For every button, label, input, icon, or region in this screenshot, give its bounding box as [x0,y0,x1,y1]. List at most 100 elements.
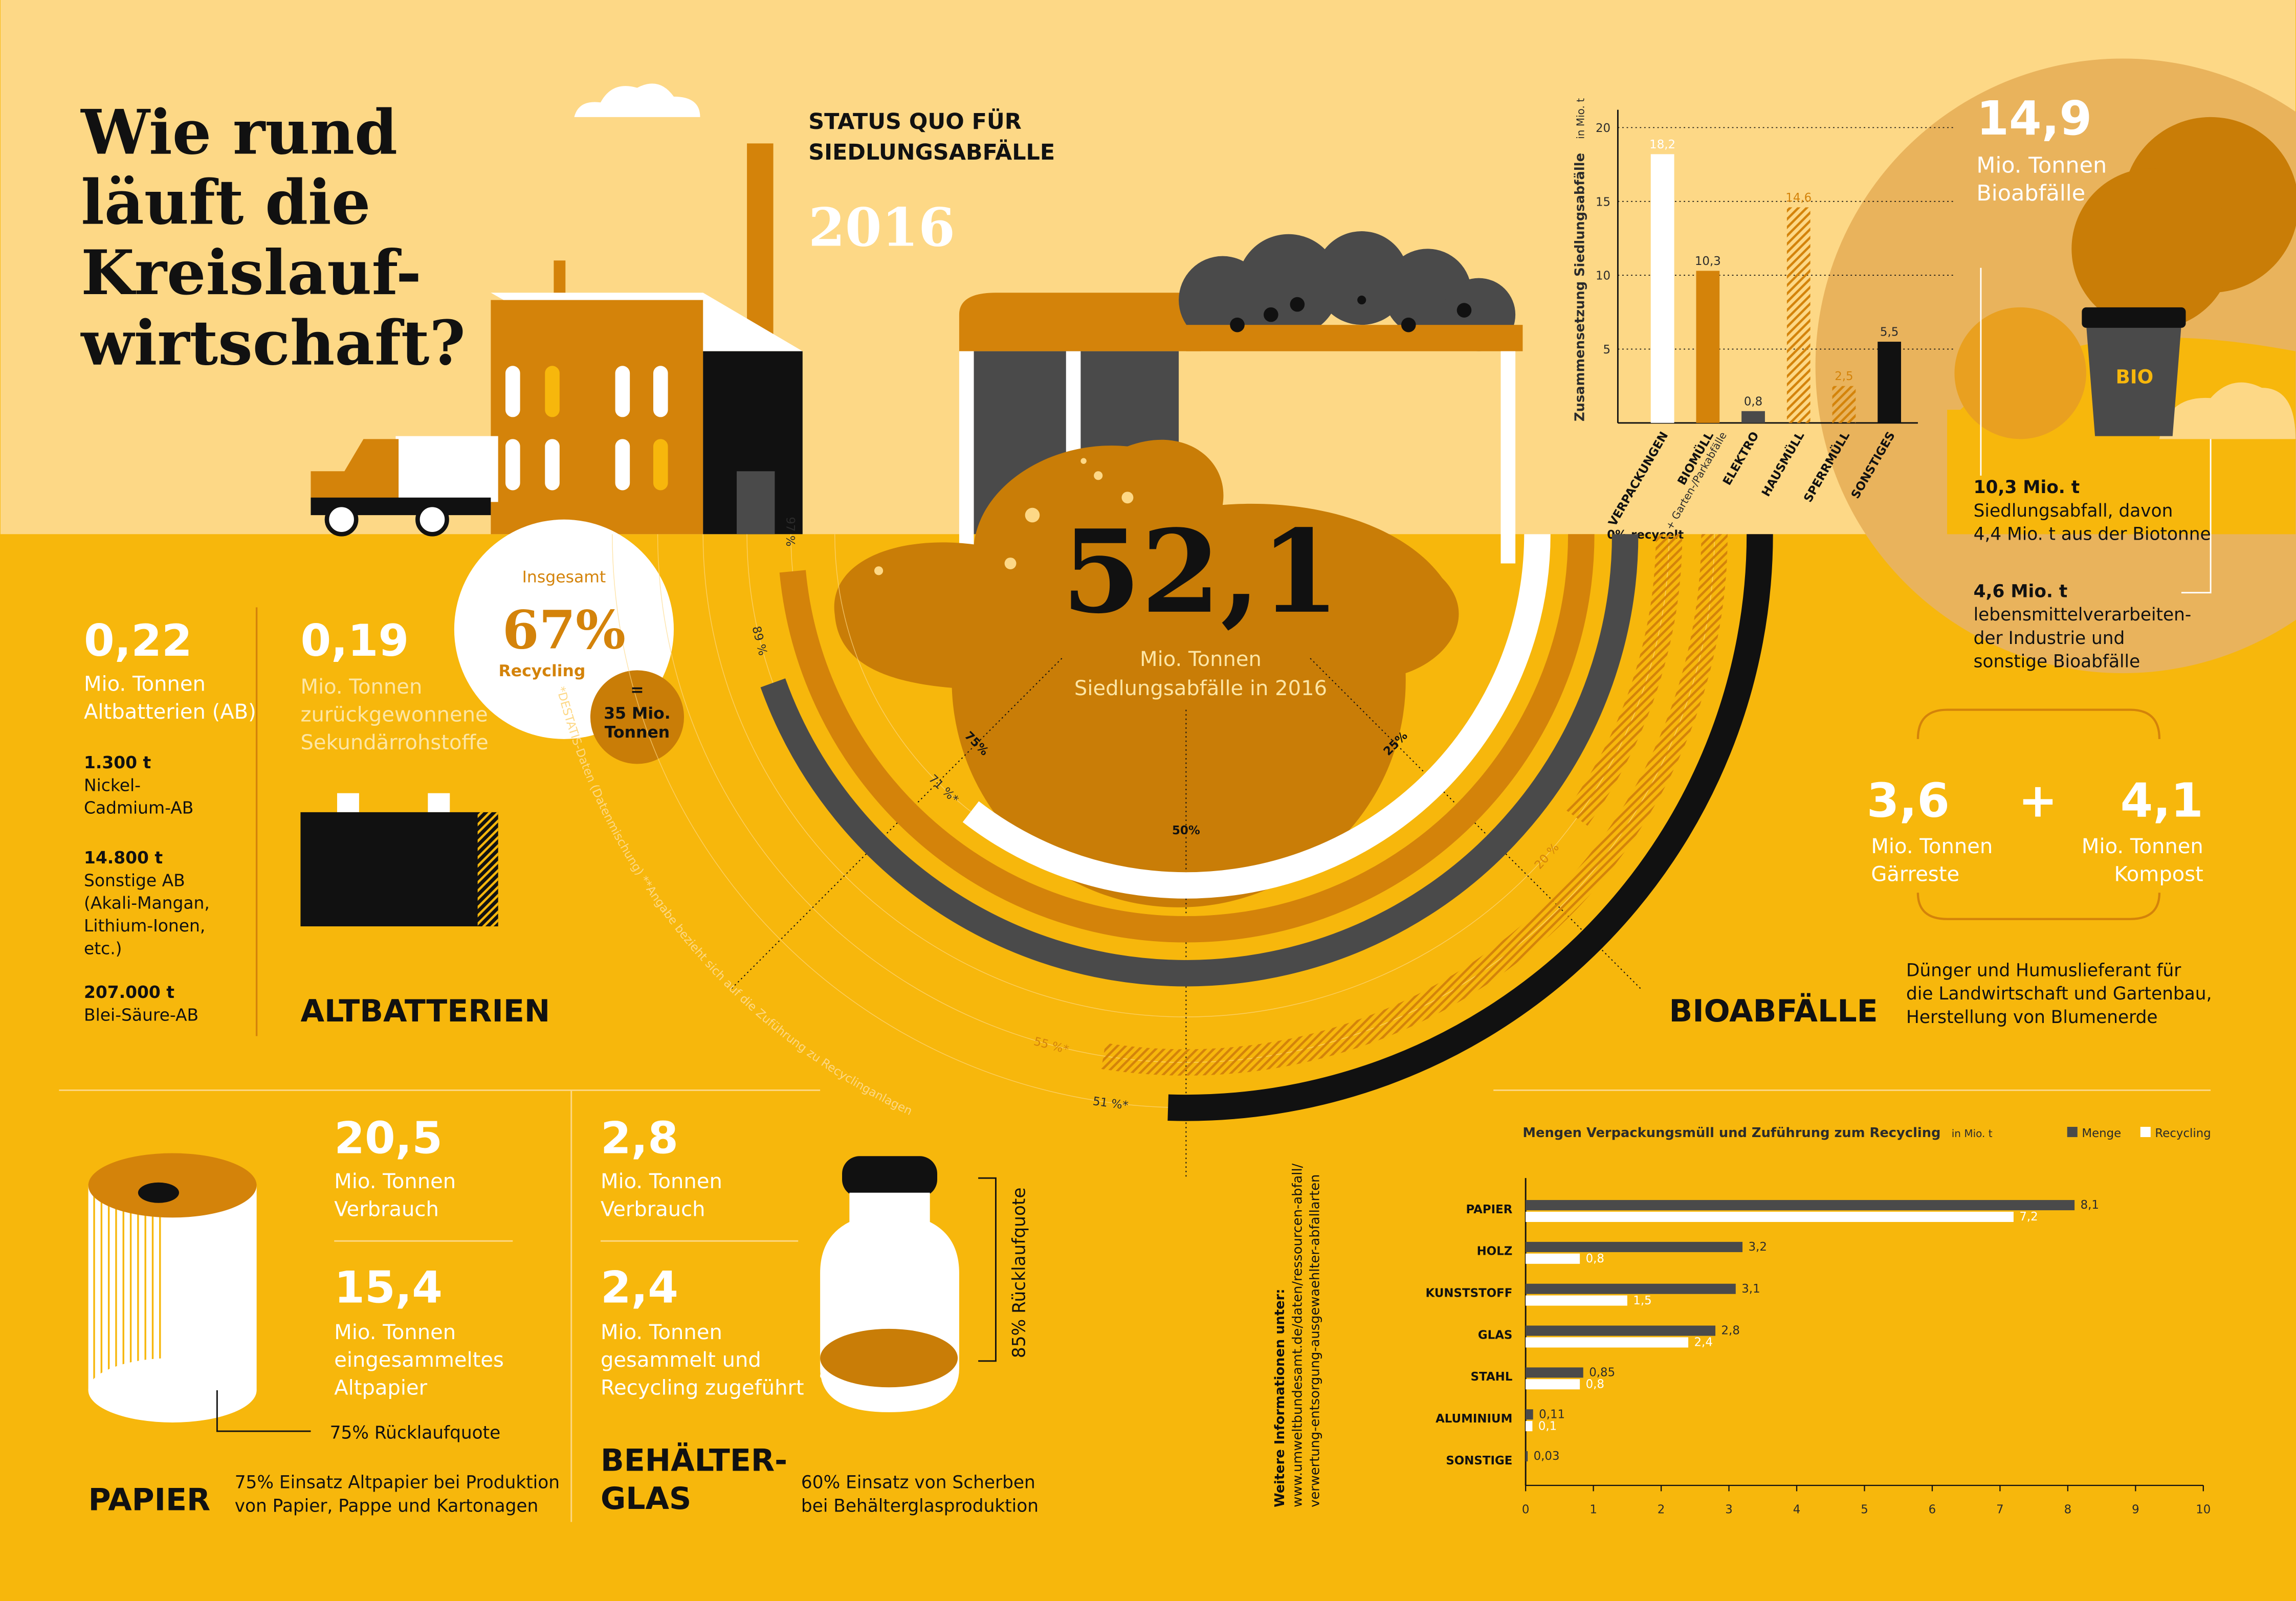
hall-roof [959,293,1201,351]
glass-note-line: bei Behälterglasproduktion [801,1496,1039,1516]
y-tick-label: GLAS [1478,1328,1513,1342]
total-value: 52,1 [1062,504,1340,639]
hall-post [1500,351,1516,564]
y-tick-label: 15 [1596,195,1610,209]
value-label: 1,5 [1633,1294,1651,1307]
bio-a-text-line: Mio. Tonnen [1871,835,1993,858]
battery-item-line: Cadmium-AB [84,798,193,818]
arc [760,534,1639,987]
subtitle-line: STATUS QUO FÜR [808,108,1022,135]
battery-item: 207.000 t Blei-Säure-AB [84,982,198,1025]
battery-stripe [477,812,498,927]
jar-content [820,1328,958,1388]
amount-text-line: Tonnen [605,723,670,742]
bio-use: Dünger und Humuslieferant für die Landwir… [1906,960,2212,1028]
paper-roll-core [138,1182,179,1203]
y-tick-label: HOLZ [1477,1245,1513,1258]
info-line: Weitere Informationen unter: [1272,1288,1288,1507]
x-tick-label: 1 [1589,1503,1597,1516]
battery-terminal [428,793,450,812]
bio-use-line: die Landwirtschaft und Gartenbau, [1906,984,2212,1004]
value-label: 7,2 [2019,1210,2038,1224]
factory-wall [491,300,703,535]
x-tick-label: 5 [1861,1503,1868,1516]
paper-text: Mio. Tonnen Verbrauch [334,1170,456,1221]
battery-item-line: 1.300 t [84,752,151,772]
x-tick-label: 0 [1522,1503,1530,1516]
page-title-line: Wie rund [80,96,398,168]
factory-window [653,439,668,491]
bio-text-line: Bioabfälle [1976,181,2085,206]
paper-note-line: 75% Einsatz Altpapier bei Produktion [235,1473,560,1493]
factory-window [615,366,630,417]
paper-text-line: Mio. Tonnen [334,1170,456,1193]
bar [1526,1295,1627,1306]
glass-text-line: Verbrauch [601,1198,705,1221]
glass-value: 2,8 [601,1113,678,1164]
section-heading: BEHÄLTER-GLAS [601,1441,787,1516]
bar [1526,1451,1528,1462]
x-tick-label: 2 [1658,1503,1665,1516]
glass-rate: 85% Rücklaufquote [1009,1187,1030,1358]
glass-text: Mio. Tonnen gesammelt und Recycling zugefü… [601,1321,804,1400]
value-label: 2,4 [1694,1336,1713,1349]
glass-text-line: gesammelt und [601,1348,761,1372]
recovered-text-line: zurückgewonnene [300,703,488,727]
arc [1101,534,1728,1076]
value-label: 0,03 [1534,1450,1560,1463]
compost-dot [1025,507,1040,523]
battery-item-line: Sonstige AB [84,870,185,890]
paper-text-line: eingesammeltes [334,1348,504,1372]
paper-text-line: Mio. Tonnen [334,1321,456,1344]
bio-source-line: lebensmittelverarbeiten- [1974,605,2192,625]
badge-value: 67% [502,599,626,661]
value-label: 0,8 [1586,1252,1604,1265]
y-tick-label: 20 [1596,122,1610,135]
value-label: 2,8 [1721,1324,1740,1338]
x-tick-label: 6 [1929,1503,1936,1516]
bar [1526,1283,1736,1294]
battery-item-line: Lithium-Ionen, [84,916,205,936]
paper-note-line: von Papier, Pappe und Kartonagen [235,1496,539,1516]
paper-value: 20,5 [334,1113,443,1164]
factory-door [737,471,775,535]
paper-note: 75% Einsatz Altpapier bei Produktion von … [235,1473,560,1517]
bar [1526,1241,1743,1252]
value-label: 0,85 [1589,1366,1615,1380]
section-heading: ALTBATTERIEN [300,993,550,1029]
chimney [747,143,774,348]
chart-unit: in Mio. t [1952,1127,1993,1140]
bio-use-line: Dünger und Humuslieferant für [1906,960,2181,981]
bar [1878,342,1902,423]
bush [1954,307,2086,439]
total-text-line: Siedlungsabfälle in 2016 [1074,677,1327,700]
battery-item: 14.800 t Sonstige AB (Akali-Mangan, Lithium… [84,848,210,958]
bar [1526,1200,2075,1211]
bio-a-value: 3,6 [1867,773,1950,828]
battery-value: 0,22 [84,615,192,666]
page-title: Wie rund läuft die Kreislauf-wirtschaft? [80,96,466,379]
value-label: 0,8 [1586,1377,1604,1391]
truck-wheel [324,502,359,537]
glass-text-line: Mio. Tonnen [601,1170,722,1193]
bar [1526,1211,2014,1222]
compost-dot [1121,492,1134,504]
recovered-value: 0,19 [300,615,409,666]
axis-unit: in Mio. t [1575,98,1587,139]
amount-text: 35 Mio. Tonnen [604,704,670,742]
legend-swatch [2140,1127,2151,1138]
bio-source-line: der Industrie und [1974,628,2125,649]
compost-dot [1094,471,1103,480]
compost-dot [874,566,884,575]
amount-text-line: 35 Mio. [604,704,670,723]
bar [1526,1421,1533,1432]
section-heading: PAPIER [89,1482,211,1518]
legend-label: Recycling [2155,1127,2211,1140]
battery-text: Mio. Tonnen Altbatterien (AB) [84,672,256,723]
waste-dot [1290,297,1305,312]
factory-window [653,366,668,417]
y-tick-label: KUNSTSTOFF [1425,1286,1512,1300]
section-heading-line: BEHÄLTER- [601,1441,787,1478]
battery-terminal [337,793,359,812]
